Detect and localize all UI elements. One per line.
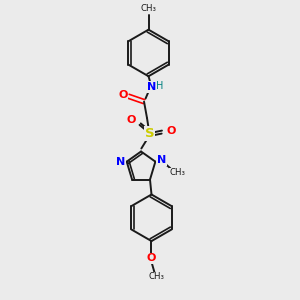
Text: O: O [167, 126, 176, 136]
Text: O: O [127, 115, 136, 125]
Text: CH₃: CH₃ [149, 272, 165, 281]
Text: O: O [118, 90, 128, 100]
Text: H: H [156, 81, 164, 91]
Text: O: O [147, 254, 156, 263]
Text: S: S [145, 127, 154, 140]
Text: N: N [157, 155, 166, 165]
Text: CH₃: CH₃ [169, 169, 185, 178]
Text: N: N [116, 157, 125, 166]
Text: CH₃: CH₃ [140, 4, 157, 13]
Text: N: N [147, 82, 156, 92]
